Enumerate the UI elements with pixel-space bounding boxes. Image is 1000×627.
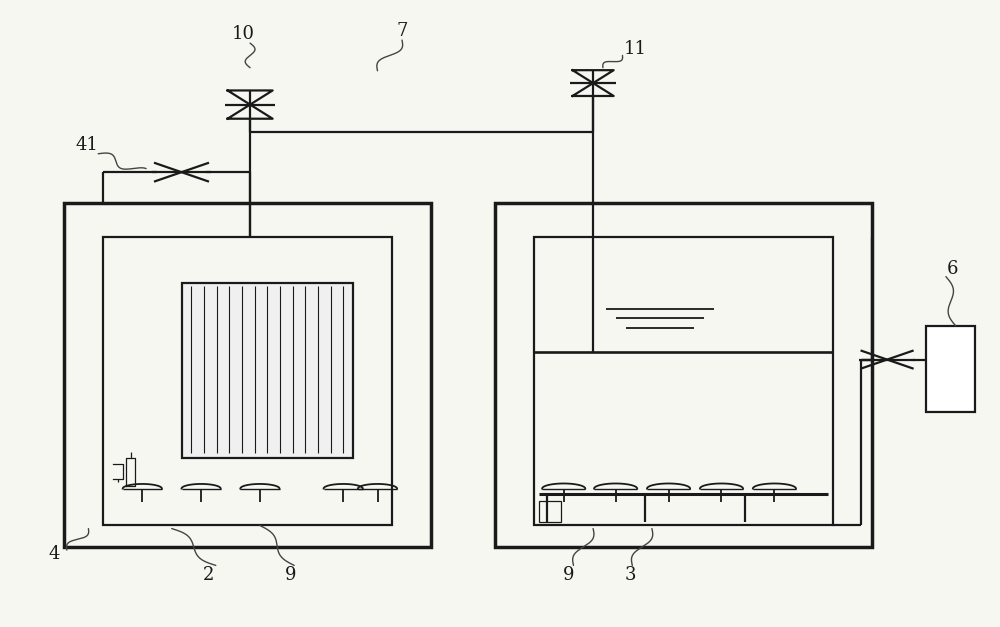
Text: 4: 4 <box>48 545 60 564</box>
Bar <box>103 236 392 525</box>
Bar <box>495 203 872 547</box>
Text: 41: 41 <box>75 135 98 154</box>
Text: 9: 9 <box>285 566 296 584</box>
Text: 11: 11 <box>624 40 647 58</box>
Text: 6: 6 <box>947 260 959 278</box>
Text: 10: 10 <box>232 25 255 43</box>
Text: 2: 2 <box>203 566 215 584</box>
Text: 9: 9 <box>563 566 574 584</box>
Polygon shape <box>103 458 392 525</box>
Text: 3: 3 <box>625 566 636 584</box>
Bar <box>182 283 353 458</box>
Bar <box>64 203 431 547</box>
Bar <box>534 236 833 525</box>
Bar <box>539 501 561 522</box>
Text: 7: 7 <box>396 22 408 40</box>
Bar <box>926 326 975 412</box>
Polygon shape <box>534 352 833 525</box>
